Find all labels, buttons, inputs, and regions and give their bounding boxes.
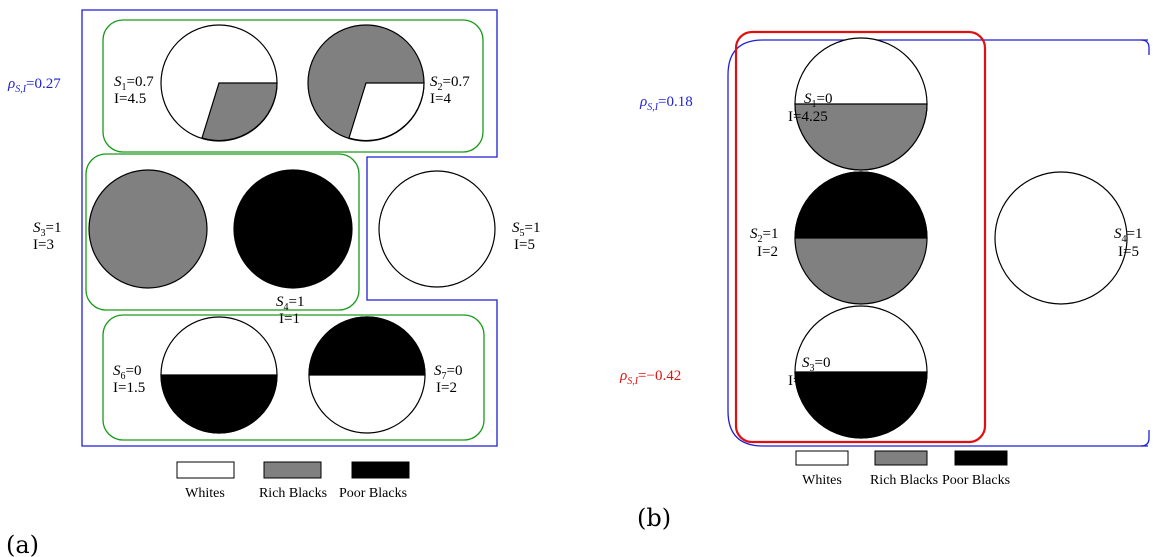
svg-text:S3=0: S3=0 (802, 355, 830, 374)
panel-a-outer-boundary (81, 9, 498, 447)
unit-2-label: S2=0.7 I=4 (430, 74, 470, 107)
svg-text:I=4.25: I=4.25 (788, 109, 828, 125)
svg-text:S1=0: S1=0 (804, 91, 832, 110)
legend-b-swatch-poor-blacks (954, 450, 1008, 466)
unit-6-circle (160, 316, 278, 434)
svg-text:S7=0: S7=0 (434, 363, 462, 382)
svg-text:I=1.75: I=1.75 (788, 373, 828, 389)
svg-text:I=5: I=5 (514, 237, 535, 253)
panel-b-outer-boundary-right-stub-top (1140, 39, 1150, 55)
unit-b1-label: S1=0 I=4.25 (788, 91, 832, 125)
panel-b-outer-boundary-right-stub-bottom (1140, 430, 1150, 447)
svg-text:I=5: I=5 (1118, 244, 1139, 260)
legend-b-swatch-rich-blacks (874, 450, 928, 466)
svg-text:S3=1: S3=1 (33, 220, 61, 239)
legend-swatch-rich-blacks (263, 461, 322, 479)
panel-b-inner-boundary (734, 30, 987, 444)
panel-b-rho-inner-label: ρS,I=−0.42 (619, 368, 681, 387)
unit-5-label: S5=1 I=5 (512, 220, 540, 253)
legend-swatch-poor-blacks (351, 461, 410, 479)
panel-a-caption: (a) (6, 531, 39, 557)
svg-text:S1=0.7: S1=0.7 (114, 74, 154, 93)
panel-b-outer-boundary (727, 39, 1148, 447)
unit-6-label: S6=0 I=1.5 (113, 363, 145, 396)
unit-b1-circle (794, 37, 928, 171)
panel-b-rho-outer-label: ρS,I=0.18 (639, 94, 693, 113)
unit-1-label: S1=0.7 I=4.5 (114, 74, 154, 107)
unit-4-circle (233, 169, 353, 289)
legend-b-label-poor-blacks: Poor Blacks (942, 473, 1010, 488)
unit-7-circle (308, 316, 426, 434)
svg-text:I=1.5: I=1.5 (113, 380, 145, 396)
svg-text:I=4.5: I=4.5 (114, 91, 146, 107)
svg-text:S2=1: S2=1 (750, 226, 778, 245)
legend-label-poor-blacks: Poor Blacks (339, 486, 407, 501)
svg-text:I=4: I=4 (430, 91, 451, 107)
svg-text:I=1: I=1 (279, 311, 300, 327)
unit-3-circle (88, 169, 208, 289)
legend-label-whites: Whites (185, 486, 225, 501)
panel-a-legend: Whites Rich Blacks Poor Blacks (176, 461, 410, 501)
panel-b-legend: Whites Rich Blacks Poor Blacks (795, 450, 1010, 488)
panel-b: ρS,I=0.18 ρS,I=−0.42 S1=0 I=4.25 S2=1 I=… (619, 30, 1150, 532)
svg-text:I=2: I=2 (757, 244, 778, 260)
svg-text:S6=0: S6=0 (113, 363, 141, 382)
group-box-middle (85, 153, 360, 311)
unit-7-label: S7=0 I=2 (434, 363, 462, 396)
unit-b2-label: S2=1 I=2 (750, 226, 778, 260)
unit-b4-circle (994, 171, 1128, 305)
unit-5-circle (378, 170, 496, 288)
svg-text:S5=1: S5=1 (512, 220, 540, 239)
svg-text:I=2: I=2 (436, 380, 457, 396)
unit-3-label: S3=1 I=3 (33, 220, 61, 253)
panel-b-caption: (b) (637, 504, 671, 532)
unit-b4-label: S4=1 I=5 (1114, 226, 1142, 260)
legend-b-swatch-whites (795, 450, 849, 466)
legend-b-label-whites: Whites (802, 473, 842, 488)
legend-label-rich-blacks: Rich Blacks (259, 486, 327, 501)
unit-1-circle (160, 24, 278, 142)
legend-swatch-whites (176, 461, 235, 479)
unit-b3-label: S3=0 I=1.75 (788, 355, 830, 389)
panel-a: ρS,I=0.27 S1=0.7 I=4.5 S2=0.7 I=4 S3=1 I… (6, 9, 540, 557)
svg-text:S2=0.7: S2=0.7 (430, 74, 470, 93)
svg-text:S4=1: S4=1 (1114, 226, 1142, 245)
panel-a-rho-label: ρS,I=0.27 (7, 76, 61, 95)
group-box-top (102, 19, 484, 153)
svg-text:S4=1: S4=1 (276, 294, 304, 313)
svg-text:I=3: I=3 (33, 237, 54, 253)
group-box-bottom (102, 314, 485, 441)
legend-b-label-rich-blacks: Rich Blacks (870, 473, 938, 488)
unit-4-label: S4=1 I=1 (276, 294, 304, 327)
unit-2-circle (307, 24, 425, 142)
unit-b2-circle (794, 171, 928, 305)
unit-b3-circle (794, 305, 928, 439)
